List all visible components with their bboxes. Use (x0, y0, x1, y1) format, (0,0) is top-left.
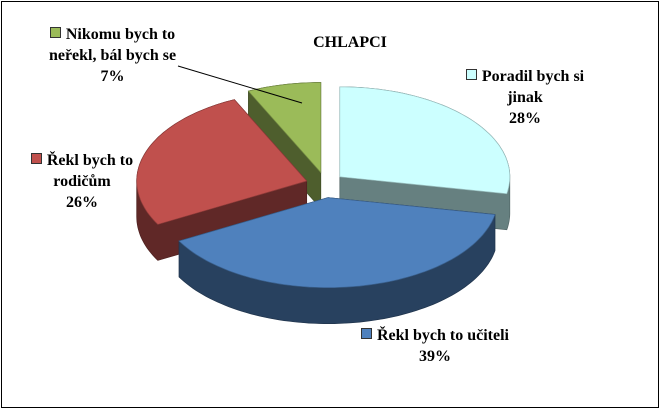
value-label: 7% (100, 68, 125, 85)
legend-key (465, 69, 477, 80)
category-label: Řekl bych to rodičům (46, 152, 134, 190)
category-label: Poradil bych si jinak (481, 68, 585, 106)
category-label: Nikomu bych to neřekl, bál bych se (48, 26, 177, 64)
value-label: 28% (509, 110, 541, 127)
value-label: 26% (66, 194, 98, 211)
category-label: Řekl bych to učiteli (377, 327, 509, 344)
slice-label: Řekl bych to učiteli 39% (360, 325, 510, 367)
slice (178, 197, 496, 288)
slice-label: Řekl bych to rodičům 26% (12, 150, 152, 213)
slice (339, 86, 511, 195)
chart-frame (1, 1, 659, 408)
slice (136, 99, 308, 225)
legend-key (49, 27, 61, 38)
slice-label: Poradil bych si jinak 28% (455, 66, 595, 129)
chart-title: CHLAPCI (313, 34, 387, 51)
slice-label: Nikomu bych to neřekl, bál bych se 7% (40, 24, 185, 87)
legend-key (30, 153, 42, 164)
value-label: 39% (419, 348, 451, 365)
legend-key (361, 328, 372, 339)
leader-line (177, 65, 303, 104)
